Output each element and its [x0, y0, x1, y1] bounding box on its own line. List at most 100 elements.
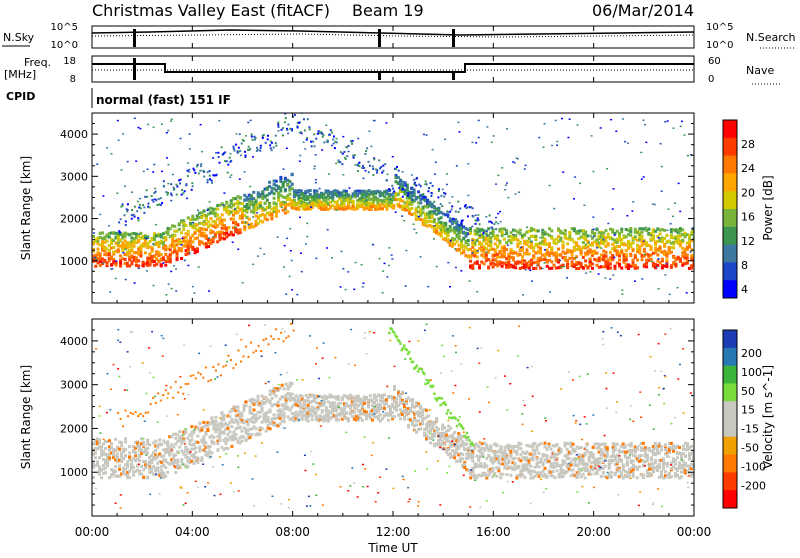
freq-gap-marker	[378, 72, 381, 80]
velocity-cell	[337, 398, 340, 401]
power-cell	[102, 262, 104, 264]
power-cell	[152, 243, 154, 245]
power-cell	[392, 204, 395, 207]
power-cell	[217, 152, 219, 154]
power-cell	[312, 141, 314, 143]
velocity-cell	[311, 415, 314, 418]
power-cell	[209, 175, 211, 177]
power-cell	[207, 220, 210, 223]
power-cell	[273, 211, 275, 213]
power-cell	[207, 245, 210, 248]
velocity-cell	[403, 418, 406, 421]
power-cell	[435, 161, 437, 163]
power-cell	[600, 127, 602, 129]
power-cell	[304, 148, 306, 150]
power-cell	[314, 145, 316, 147]
power-cell	[566, 266, 569, 269]
power-cell	[340, 286, 342, 288]
power-cell	[515, 193, 517, 195]
velocity-cell	[337, 418, 340, 421]
power-cell	[604, 277, 606, 279]
power-cell	[396, 166, 398, 168]
power-cell	[243, 226, 246, 229]
power-cell	[120, 219, 122, 221]
velocity-cell	[166, 440, 169, 443]
power-cell	[108, 225, 110, 227]
velocity-cell	[178, 446, 181, 449]
power-cell	[335, 163, 337, 165]
power-cell	[275, 215, 278, 218]
power-cell	[472, 216, 474, 218]
power-cell	[181, 194, 183, 196]
power-cell	[277, 124, 279, 126]
power-cell	[251, 136, 253, 138]
power-cell	[110, 153, 112, 155]
velocity-cell	[214, 416, 217, 419]
power-cell	[340, 151, 342, 153]
power-cell	[566, 263, 569, 266]
power-cell	[216, 224, 219, 227]
power-cell	[256, 212, 258, 214]
power-cell	[241, 202, 244, 205]
power-cell	[345, 146, 347, 148]
power-cell	[585, 244, 587, 246]
power-cell	[227, 226, 230, 229]
power-cell	[382, 165, 384, 167]
power-cell	[466, 206, 468, 208]
power-cell	[306, 139, 308, 141]
power-cell	[510, 231, 513, 234]
power-cell	[534, 267, 537, 270]
power-cell	[135, 160, 137, 162]
power-cell	[163, 180, 165, 182]
power-cell	[632, 249, 635, 252]
power-cell	[291, 183, 294, 186]
power-cell	[266, 199, 269, 202]
power-cell	[322, 193, 325, 196]
velocity-cell	[449, 427, 452, 430]
power-cell	[505, 248, 508, 251]
power-cell	[493, 223, 495, 225]
power-cell	[233, 148, 235, 150]
velocity-cell	[269, 401, 272, 404]
power-cell	[353, 157, 355, 159]
power-cell	[198, 172, 200, 174]
power-cell	[164, 236, 167, 239]
power-cell	[410, 207, 413, 210]
power-cell	[138, 233, 140, 235]
power-cell	[175, 290, 177, 292]
power-cell	[551, 145, 553, 147]
power-cell	[423, 199, 425, 201]
power-cell	[170, 120, 172, 122]
velocity-cell	[365, 417, 368, 420]
power-cell	[493, 135, 495, 137]
velocity-cell	[295, 411, 298, 414]
power-cell	[153, 201, 155, 203]
power-cell	[591, 267, 594, 270]
power-cell	[629, 227, 632, 230]
velocity-cell	[226, 447, 229, 450]
power-cell	[319, 188, 321, 190]
power-cell	[242, 282, 244, 284]
velocity-cell	[228, 430, 231, 433]
power-cell	[620, 230, 623, 233]
power-cell	[634, 235, 637, 238]
power-cell	[188, 169, 190, 171]
power-cell	[171, 288, 173, 290]
power-cell	[411, 192, 413, 194]
power-cell	[611, 254, 614, 257]
power-cell	[329, 134, 331, 136]
velocity-cell	[277, 404, 280, 407]
power-cell	[294, 114, 296, 116]
power-cell	[634, 280, 636, 282]
power-cell	[244, 222, 246, 224]
velocity-cell	[198, 449, 201, 452]
power-cell	[163, 185, 165, 187]
power-cell	[305, 243, 307, 245]
power-cell	[266, 188, 269, 191]
power-cell	[147, 124, 149, 126]
power-cell	[688, 245, 691, 248]
velocity-cell	[339, 402, 342, 405]
power-cell	[131, 191, 133, 193]
power-cell	[564, 256, 567, 259]
power-cell	[672, 216, 674, 218]
